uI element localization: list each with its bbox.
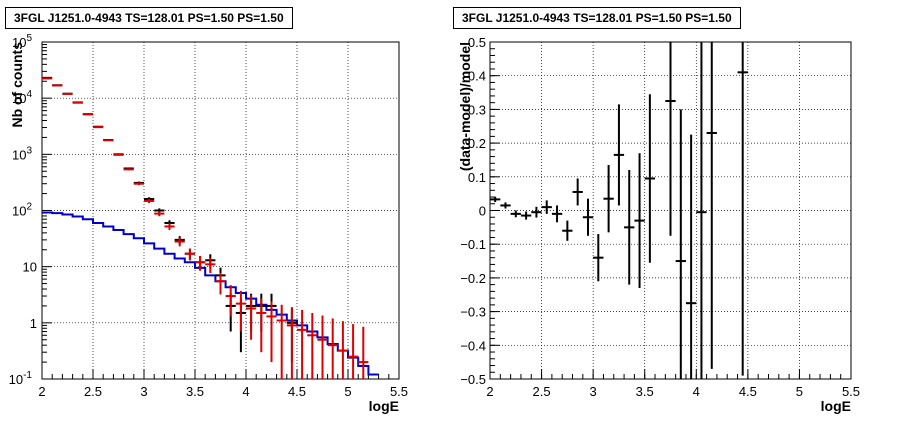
residual-point bbox=[706, 42, 717, 369]
residual-point bbox=[541, 200, 552, 214]
model-point bbox=[154, 211, 165, 217]
right-chart-title: 3FGL J1251.0-4943 TS=128.01 PS=1.50 PS=1… bbox=[453, 7, 741, 29]
model-point bbox=[297, 309, 308, 379]
x-tick-label: 5 bbox=[796, 384, 803, 399]
residual-point bbox=[551, 205, 563, 223]
model-point bbox=[235, 290, 246, 332]
y-tick-label: 102 bbox=[12, 202, 32, 219]
model-point bbox=[225, 285, 236, 317]
model-point bbox=[337, 321, 348, 379]
x-tick-label: 4.5 bbox=[739, 384, 757, 399]
residual-point bbox=[582, 198, 594, 236]
model-point bbox=[144, 199, 155, 203]
residual-point bbox=[572, 178, 583, 206]
residual-point bbox=[644, 94, 656, 263]
y-tick-label: 104 bbox=[12, 89, 32, 106]
residual-point bbox=[634, 153, 645, 289]
model-point bbox=[276, 304, 287, 379]
model-point bbox=[174, 237, 185, 247]
model-point bbox=[72, 101, 83, 104]
model-point bbox=[133, 182, 144, 186]
y-tick-label: −0.1 bbox=[460, 237, 486, 252]
model-point bbox=[266, 301, 277, 363]
model-point bbox=[184, 248, 195, 261]
model-point bbox=[317, 315, 328, 379]
y-tick-label: 103 bbox=[12, 145, 32, 162]
x-tick-label: 4.5 bbox=[288, 384, 306, 399]
x-tick-label: 5.5 bbox=[390, 384, 408, 399]
x-axis-label: logE bbox=[369, 398, 399, 414]
residual-point bbox=[665, 42, 676, 236]
model-point bbox=[82, 113, 93, 116]
model-point bbox=[93, 126, 104, 129]
model-point bbox=[103, 139, 114, 142]
x-tick-label: 5.5 bbox=[842, 384, 860, 399]
model-point bbox=[286, 307, 297, 379]
residual-point bbox=[531, 206, 542, 218]
residual-point bbox=[520, 211, 532, 220]
y-tick-label: −0.3 bbox=[460, 305, 486, 320]
x-axis-label: logE bbox=[821, 398, 851, 414]
residual-point bbox=[500, 202, 511, 209]
x-tick-label: 3 bbox=[140, 384, 147, 399]
residual-point bbox=[624, 170, 635, 285]
y-axis-label: Nb of counts bbox=[9, 42, 25, 128]
x-tick-label: 4 bbox=[242, 384, 249, 399]
residual-point bbox=[562, 220, 573, 241]
model-point bbox=[246, 295, 257, 340]
x-tick-label: 4 bbox=[693, 384, 700, 399]
x-tick-label: 2.5 bbox=[84, 384, 102, 399]
model-point bbox=[205, 257, 216, 274]
model-point bbox=[327, 318, 338, 379]
x-tick-label: 3.5 bbox=[636, 384, 654, 399]
y-axis-label: (data-model)/model bbox=[457, 42, 473, 171]
x-tick-label: 2 bbox=[486, 384, 493, 399]
model-point bbox=[164, 223, 175, 230]
model-step-line bbox=[42, 211, 379, 376]
y-tick-label: −0.5 bbox=[460, 372, 486, 387]
model-point bbox=[358, 326, 369, 379]
y-tick-label: 0.5 bbox=[468, 35, 486, 50]
model-point bbox=[113, 153, 124, 156]
residual-point bbox=[603, 165, 614, 233]
residual-point bbox=[593, 234, 604, 282]
x-tick-label: 2 bbox=[38, 384, 45, 399]
residual-point bbox=[737, 42, 748, 376]
y-tick-label: −0.4 bbox=[460, 338, 486, 353]
x-tick-label: 3 bbox=[590, 384, 597, 399]
y-tick-label: 0.2 bbox=[468, 136, 486, 151]
residual-point bbox=[696, 42, 707, 379]
right-plot: 2 2.5 3 3.5 4 4.5 5 5.5 −0.5 −0.4 −0.3 −0.2 −0.1 0 0.1… bbox=[457, 35, 860, 414]
y-tick-label: 0.1 bbox=[468, 170, 486, 185]
model-point bbox=[307, 312, 318, 379]
residual-point bbox=[675, 109, 686, 379]
model-point bbox=[195, 255, 206, 271]
y-tick-label: 105 bbox=[12, 33, 32, 50]
y-tick-label: −0.2 bbox=[460, 271, 486, 286]
y-tick-label: 10-1 bbox=[9, 370, 33, 387]
y-tick-label: 10 bbox=[23, 260, 37, 275]
x-tick-label: 3.5 bbox=[186, 384, 204, 399]
left-plot: 2 2.5 3 3.5 4 4.5 5 5.5 10-1 1 10 102 103 104 105 logE N… bbox=[9, 33, 408, 414]
y-tick-label: 0.3 bbox=[468, 102, 486, 117]
residual-point bbox=[613, 104, 625, 206]
y-tick-label: 0.4 bbox=[468, 69, 486, 84]
y-tick-label: 1 bbox=[30, 316, 37, 331]
x-tick-label: 2.5 bbox=[533, 384, 551, 399]
model-point bbox=[215, 272, 226, 295]
x-tick-label: 5 bbox=[344, 384, 351, 399]
model-point bbox=[348, 324, 359, 379]
residual-point bbox=[510, 210, 521, 218]
model-point bbox=[256, 298, 267, 353]
residual-point bbox=[685, 134, 697, 379]
left-chart-title: 3FGL J1251.0-4943 TS=128.01 PS=1.50 PS=1… bbox=[5, 7, 293, 29]
residual-point bbox=[490, 196, 501, 203]
y-tick-label: 0 bbox=[479, 204, 486, 219]
model-point bbox=[123, 168, 134, 171]
